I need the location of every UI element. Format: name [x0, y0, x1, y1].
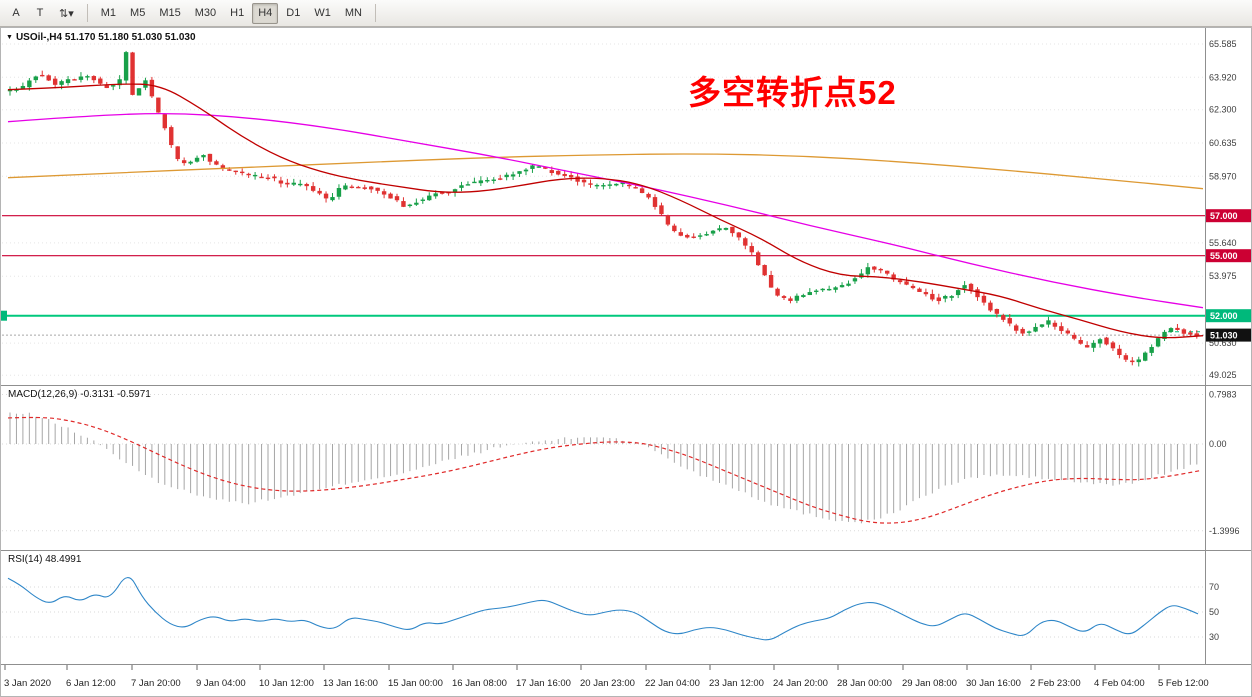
rsi-label: RSI(14) 48.4991 — [8, 554, 82, 565]
svg-text:16 Jan 08:00: 16 Jan 08:00 — [452, 678, 507, 689]
svg-text:52.000: 52.000 — [1210, 311, 1238, 321]
svg-text:70: 70 — [1209, 582, 1219, 592]
svg-text:65.585: 65.585 — [1209, 39, 1237, 49]
rsi-panel[interactable] — [2, 551, 1205, 663]
timeframe-w1-button[interactable]: W1 — [314, 7, 331, 19]
price-scale[interactable] — [1205, 27, 1252, 665]
ma-fast-red — [7, 83, 1203, 339]
rsi-line — [7, 577, 1199, 641]
price-badge-52.000 — [1206, 309, 1251, 323]
timeframe-m1-button[interactable]: M1 — [100, 7, 117, 19]
svg-text:3 Jan 2020: 3 Jan 2020 — [4, 678, 51, 689]
timeframe-button-group: M1 M5 M15 M30 H1 H4 D1 W1 MN — [94, 2, 369, 24]
svg-text:60.635: 60.635 — [1209, 138, 1237, 148]
chart-title: ▼ USOil-,H4 51.170 51.180 51.030 51.030 — [6, 32, 196, 43]
one-click-trading-icon[interactable]: ▼ — [6, 34, 13, 41]
svg-text:22 Jan 04:00: 22 Jan 04:00 — [645, 678, 700, 689]
svg-text:13 Jan 16:00: 13 Jan 16:00 — [323, 678, 378, 689]
timeframe-m15-button[interactable]: M15 — [159, 7, 181, 19]
svg-text:29 Jan 08:00: 29 Jan 08:00 — [902, 678, 957, 689]
candles — [7, 50, 1199, 367]
svg-text:51.030: 51.030 — [1210, 331, 1238, 341]
text-tool-button[interactable]: T — [36, 7, 44, 19]
timeframe-h4-button[interactable]: H4 — [252, 2, 279, 24]
svg-text:6 Jan 12:00: 6 Jan 12:00 — [66, 678, 116, 689]
svg-text:50: 50 — [1209, 607, 1219, 617]
svg-text:5 Feb 12:00: 5 Feb 12:00 — [1158, 678, 1209, 689]
macd-signal-line — [7, 416, 1201, 524]
svg-text:50.630: 50.630 — [1209, 338, 1237, 348]
svg-text:2 Feb 23:00: 2 Feb 23:00 — [1030, 678, 1081, 689]
annotation-text[interactable]: 多空转折点52 — [688, 74, 897, 111]
draw-dropdown-button[interactable]: ⇅▾ — [59, 7, 74, 20]
price-badge-55.000 — [1206, 249, 1251, 263]
svg-text:20 Jan 23:00: 20 Jan 23:00 — [580, 678, 635, 689]
toolbar: A T ⇅▾ M1 M5 M15 M30 H1 H4 D1 W1 MN — [0, 0, 1252, 27]
macd-histogram — [9, 412, 1198, 524]
svg-text:30 Jan 16:00: 30 Jan 16:00 — [966, 678, 1021, 689]
current-price-badge — [1206, 328, 1251, 342]
hline-left-handle[interactable] — [0, 310, 7, 321]
timeframe-h1-button[interactable]: H1 — [230, 7, 245, 19]
svg-text:63.920: 63.920 — [1209, 72, 1237, 82]
svg-text:17 Jan 16:00: 17 Jan 16:00 — [516, 678, 571, 689]
svg-text:62.300: 62.300 — [1209, 105, 1237, 115]
ma-slow-orange — [7, 153, 1203, 190]
svg-text:10 Jan 12:00: 10 Jan 12:00 — [259, 678, 314, 689]
macd-panel[interactable] — [2, 386, 1205, 549]
timeframe-m5-button[interactable]: M5 — [130, 7, 146, 19]
timeframe-d1-button[interactable]: D1 — [286, 7, 301, 19]
svg-text:9 Jan 04:00: 9 Jan 04:00 — [196, 678, 246, 689]
svg-text:55.000: 55.000 — [1210, 251, 1238, 261]
price-badge-57.000 — [1206, 209, 1251, 223]
timeframe-m30-button[interactable]: M30 — [194, 7, 217, 19]
svg-text:0.7983: 0.7983 — [1209, 390, 1237, 400]
svg-text:-1.3996: -1.3996 — [1209, 526, 1240, 536]
time-scale[interactable] — [0, 665, 1252, 697]
svg-text:15 Jan 00:00: 15 Jan 00:00 — [388, 678, 443, 689]
svg-text:7 Jan 20:00: 7 Jan 20:00 — [131, 678, 181, 689]
svg-text:24 Jan 20:00: 24 Jan 20:00 — [773, 678, 828, 689]
svg-text:53.975: 53.975 — [1209, 271, 1237, 281]
svg-text:4 Feb 04:00: 4 Feb 04:00 — [1094, 678, 1145, 689]
svg-text:58.970: 58.970 — [1209, 171, 1237, 181]
chart-title-text: USOil-,H4 51.170 51.180 51.030 51.030 — [15, 32, 196, 43]
toolbar-separator — [86, 4, 88, 22]
macd-label: MACD(12,26,9) -0.3131 -0.5971 — [8, 389, 151, 400]
font-tool-button[interactable]: A — [12, 7, 20, 19]
svg-text:0.00: 0.00 — [1209, 439, 1227, 449]
svg-text:23 Jan 12:00: 23 Jan 12:00 — [709, 678, 764, 689]
svg-text:55.640: 55.640 — [1209, 238, 1237, 248]
main-price-panel[interactable] — [2, 28, 1205, 384]
svg-text:28 Jan 00:00: 28 Jan 00:00 — [837, 678, 892, 689]
timeframe-mn-button[interactable]: MN — [344, 7, 362, 19]
svg-text:57.000: 57.000 — [1210, 211, 1238, 221]
tool-button-group: A T ⇅▾ — [4, 3, 81, 24]
toolbar-separator — [374, 4, 376, 22]
svg-text:49.025: 49.025 — [1209, 370, 1237, 380]
svg-text:30: 30 — [1209, 632, 1219, 642]
